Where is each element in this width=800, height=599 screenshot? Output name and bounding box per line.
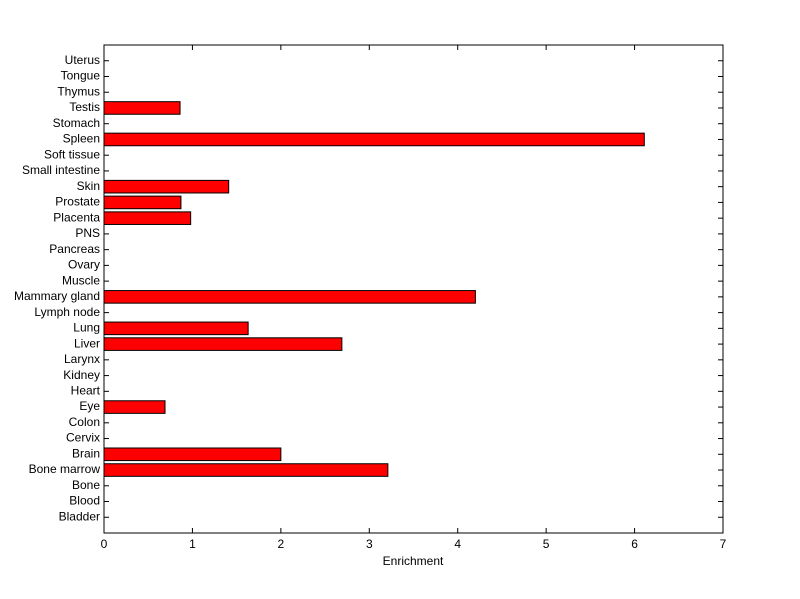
y-tick-label: Bladder [59,509,100,523]
bar [103,447,282,462]
bar [103,132,645,147]
bar [103,101,181,115]
x-tick-label: 6 [631,537,638,551]
x-tick-label: 0 [101,537,108,551]
y-tick-label: Uterus [65,53,100,67]
x-tick-label: 3 [366,537,373,551]
y-tick-label: Larynx [64,352,100,366]
bar [103,321,249,336]
y-tick-label: PNS [75,226,100,240]
y-tick-label: Cervix [66,431,100,445]
y-tick-label: Spleen [63,132,100,146]
y-tick-label: Stomach [53,116,100,130]
y-tick-label: Liver [74,336,100,350]
x-tick-label: 2 [278,537,285,551]
y-tick-label: Tongue [61,69,101,83]
y-tick-label: Pancreas [49,242,100,256]
y-tick-label: Prostate [55,195,100,209]
x-tick-label: 7 [720,537,727,551]
bar [103,211,192,225]
y-tick-label: Lung [73,321,100,335]
y-tick-label: Colon [69,415,100,429]
y-tick-label: Ovary [68,258,100,272]
y-tick-label: Eye [79,399,100,413]
y-tick-label: Muscle [62,273,100,287]
x-tick-label: 1 [189,537,196,551]
bar [103,290,476,304]
y-tick-label: Testis [69,100,100,114]
y-tick-label: Bone [72,478,100,492]
bar [103,400,166,414]
axes-box [103,44,724,534]
y-tick-label: Soft tissue [44,147,100,161]
x-tick-label: 4 [454,537,461,551]
y-tick-label: Mammary gland [14,289,100,303]
y-tick-label: Bone marrow [29,462,101,476]
x-axis-label: Enrichment [383,554,444,568]
y-tick-label: Blood [69,494,100,508]
bar [103,337,343,351]
bar [103,179,230,194]
y-tick-label: Skin [77,179,100,193]
y-tick-label: Kidney [63,368,100,382]
y-tick-label: Small intestine [22,163,100,177]
y-tick-label: Brain [72,446,100,460]
y-tick-label: Heart [71,383,101,397]
bar [103,463,389,477]
y-tick-label: Placenta [53,210,100,224]
bar [103,195,182,210]
y-tick-label: Lymph node [34,305,100,319]
x-tick-label: 5 [543,537,550,551]
y-tick-label: Thymus [57,84,100,98]
